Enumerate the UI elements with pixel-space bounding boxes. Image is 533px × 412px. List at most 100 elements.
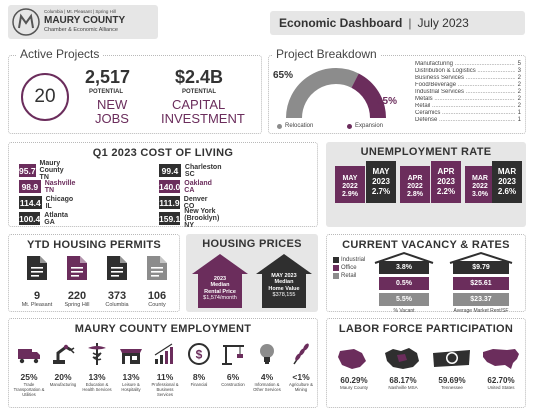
labor-item: 62.70% United States <box>478 345 524 390</box>
col-city: Charleston SC <box>184 163 222 178</box>
header: Columbia | Mt. Pleasant | Spring Hill MA… <box>0 0 533 44</box>
legend-label: Industrial <box>341 257 366 263</box>
industry-count: 2 <box>517 89 521 95</box>
breakdown-row: Business Services2 <box>415 75 521 82</box>
jobs-label-1: NEW <box>97 97 128 112</box>
jobs-label-2: JOBS <box>95 111 129 126</box>
employment-item: 20% Manufacturing <box>46 341 80 387</box>
jobs-potential: POTENTIAL <box>89 89 123 95</box>
industry-count: 1 <box>517 117 521 123</box>
expansion-legend: Expansion <box>347 123 383 129</box>
col-index: 159.1 <box>159 212 181 225</box>
rent-year: 2023 <box>213 276 227 282</box>
col-row: 95.7 Maury County TN <box>19 160 73 181</box>
breakdown-row: Industrial Services2 <box>415 89 521 96</box>
employment-item: $8% Financial <box>182 341 216 387</box>
active-projects-title: Active Projects <box>17 47 103 61</box>
card-year: 2023 <box>498 177 516 186</box>
industry-name: Ceramics <box>415 110 515 117</box>
rent-retail: $23.37 <box>453 293 509 306</box>
capital-potential: POTENTIAL <box>182 89 216 95</box>
employment-item: 11% Professional & Business Services <box>148 341 182 397</box>
card-month: APR <box>407 175 423 182</box>
vacancy-label: % Vacant <box>393 308 415 314</box>
rent-label: Average Market Rent/SF <box>453 308 509 314</box>
card-year: 2022 <box>407 183 423 190</box>
logo-subtitle: Chamber & Economic Alliance <box>44 27 118 33</box>
permit-item: 106 County <box>139 255 175 308</box>
unemployment-card-current: MAY 2023 2.7% <box>366 161 396 203</box>
labor-panel: LABOR FORCE PARTICIPATION 60.29% Maury Co… <box>326 318 526 408</box>
employment-label: Manufacturing <box>49 382 77 387</box>
permit-count: 220 <box>67 290 87 302</box>
industry-count: 2 <box>517 82 521 88</box>
card-year: 2023 <box>437 177 455 186</box>
col-city: Denver CO <box>183 195 208 210</box>
unemployment-panel: UNEMPLOYMENT RATE MAY 2022 2.9% MAY 2023… <box>326 142 526 227</box>
breakdown-row: Retail2 <box>415 103 521 110</box>
home-label-1: Median <box>274 279 294 286</box>
labor-title: LABOR FORCE PARTICIPATION <box>338 323 514 335</box>
dashboard-title-bar: Economic Dashboard | July 2023 <box>270 11 525 35</box>
robot-arm-icon <box>53 344 75 364</box>
permit-place: Mt. Pleasant <box>21 302 53 308</box>
card-month: MAR <box>472 175 488 182</box>
employment-item: <1% Agriculture & Mining <box>284 341 318 392</box>
industry-name: Industrial Services <box>415 89 515 96</box>
permit-item: 9 Mt. Pleasant <box>19 255 55 308</box>
vacancy-house-outline <box>374 251 434 264</box>
home-label-2: Home Value <box>268 285 300 292</box>
employment-item: 13% Education & Health Services <box>80 341 114 392</box>
col-city: Oakland CA <box>184 179 212 194</box>
col-index: 100.4 <box>19 212 41 225</box>
employment-label: Education & Health Services <box>82 382 112 392</box>
legend-item: Office <box>333 265 365 271</box>
logo: Columbia | Mt. Pleasant | Spring Hill MA… <box>8 5 158 39</box>
rent-house-outline <box>449 251 513 264</box>
logo-name: MAURY COUNTY <box>44 15 126 26</box>
col-index: 114.4 <box>19 196 42 209</box>
industry-name: Business Services <box>415 75 515 82</box>
employment-label: Financial <box>190 382 208 387</box>
employment-pct: 13% <box>122 372 140 382</box>
col-row: 99.4 Charleston SC <box>159 163 226 178</box>
vacancy-retail: 5.5% <box>379 293 429 306</box>
labor-pct: 59.69% <box>438 376 466 385</box>
permit-item: 373 Columbia <box>99 255 135 308</box>
dollar-icon: $ <box>188 343 210 365</box>
breakdown-list: Manufacturing5 Distribution & Logistics3… <box>415 61 521 124</box>
lightbulb-icon <box>260 344 274 364</box>
card-year: 2022 <box>342 183 358 190</box>
relocation-label: Relocation <box>285 123 314 129</box>
rent-label-2: Rental Price <box>204 288 236 295</box>
labor-label: Maury County <box>339 385 368 390</box>
project-breakdown-title: Project Breakdown <box>273 47 380 61</box>
employment-item: 4% Information & Other Services <box>250 341 284 392</box>
unemployment-card-prior: MAY 2022 2.9% <box>335 166 365 208</box>
permits-row: 9 Mt. Pleasant 220 Spring Hill 373 Columbia 10… <box>9 255 181 311</box>
col-row: 111.9 Denver CO <box>159 195 213 210</box>
relocation-legend: Relocation <box>277 123 313 129</box>
industry-name: Food/Beverage <box>415 82 515 89</box>
labor-label: United States <box>487 385 515 390</box>
unemployment-card-current: APR 2023 2.2% <box>431 161 461 203</box>
breakdown-row: Metals2 <box>415 96 521 103</box>
breakdown-gauge <box>286 68 386 119</box>
labor-row: 60.29% Maury County 68.17% Nashville MSA 59.… <box>327 337 527 407</box>
employment-title: MAURY COUNTY EMPLOYMENT <box>74 323 252 335</box>
maury-county-map-icon <box>338 349 366 369</box>
crane-icon <box>222 345 244 365</box>
vacancy-industrial: 3.8% <box>379 261 429 274</box>
employment-item: 13% Leisure & Hospitality <box>114 341 148 392</box>
col-row: 159.1 New York (Brooklyn) NY <box>159 208 224 229</box>
vacancy-office: 0.5% <box>379 277 429 290</box>
unemployment-card-current: MAR 2023 2.6% <box>492 161 522 203</box>
capital-label-1: CAPITAL <box>172 97 226 112</box>
unemployment-card-prior: APR 2022 2.8% <box>400 166 430 208</box>
employment-pct: 8% <box>192 372 206 382</box>
industry-name: Distribution & Logistics <box>415 68 515 75</box>
breakdown-row: Food/Beverage2 <box>415 82 521 89</box>
industry-count: 2 <box>517 103 521 109</box>
logo-m-icon <box>12 8 40 36</box>
card-rate: 2.8% <box>407 191 423 198</box>
